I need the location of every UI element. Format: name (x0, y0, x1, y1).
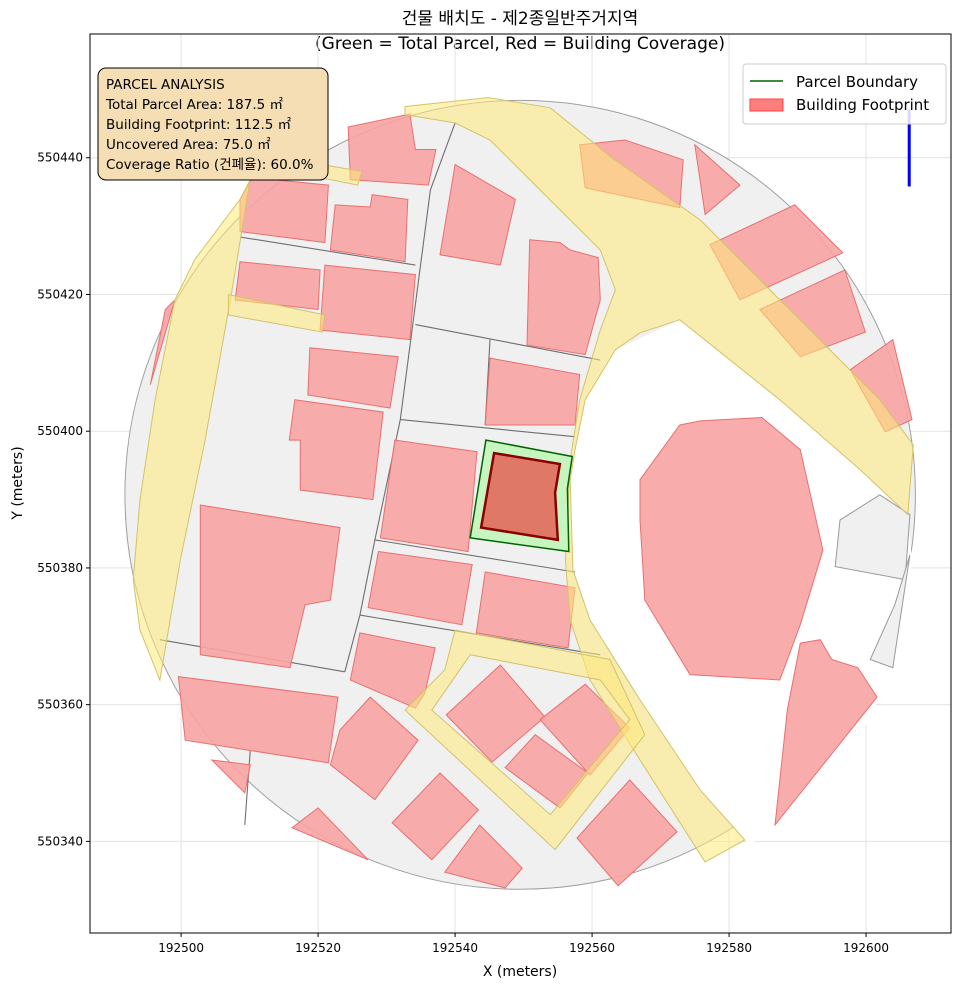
context-building (475, 571, 576, 649)
analysis-info-box: PARCEL ANALYSIS Total Parcel Area: 187.5… (97, 67, 329, 181)
y-axis-ticks: 550340 550360 550380 550400 550420 550440 (37, 151, 90, 848)
context-building (288, 399, 384, 501)
context-building (234, 261, 321, 311)
legend-building-label: Building Footprint (796, 96, 929, 114)
legend-parcel-label: Parcel Boundary (796, 73, 918, 91)
y-tick-label: 550440 (37, 151, 83, 165)
parcel-boundary-line (244, 749, 251, 826)
context-building (291, 807, 369, 861)
road (227, 293, 326, 333)
x-tick-label: 192600 (843, 941, 889, 955)
x-axis-ticks: 192500 192520 192540 192560 192580 192600 (158, 933, 889, 955)
context-building (694, 143, 741, 216)
x-axis-label: X (meters) (483, 964, 557, 980)
context-parcel (834, 494, 911, 581)
parcel-boundary-line (399, 189, 431, 420)
road (404, 97, 914, 863)
context-building (319, 264, 416, 341)
context-building (576, 779, 678, 887)
context-building (443, 824, 523, 889)
road (132, 179, 251, 682)
y-tick-label: 550360 (37, 698, 83, 712)
info-line-total-area: Total Parcel Area: 187.5 ㎡ (105, 97, 283, 113)
context-building (379, 439, 478, 553)
x-tick-label: 192540 (432, 941, 478, 955)
parcel-boundary-line (239, 236, 416, 266)
x-tick-label: 192520 (295, 941, 341, 955)
context-building (526, 239, 601, 356)
y-tick-label: 550380 (37, 561, 83, 575)
chart-subtitle: (Green = Total Parcel, Red = Building Co… (315, 34, 725, 54)
parcel-boundary-line (374, 539, 576, 573)
info-line-footprint: Building Footprint: 112.5 ㎡ (106, 117, 292, 133)
parcel-boundary-line (415, 324, 601, 361)
road (404, 629, 646, 851)
x-tick-label: 192500 (158, 941, 204, 955)
target-building (479, 451, 562, 542)
context-building (210, 759, 251, 794)
info-line-heading: PARCEL ANALYSIS (106, 77, 225, 93)
y-tick-label: 550400 (37, 424, 83, 438)
context-building (307, 347, 399, 409)
context-building (367, 550, 473, 626)
info-line-coverage: Coverage Ratio (건폐율): 60.0% (106, 157, 314, 173)
context-building (329, 696, 419, 801)
context-building (774, 639, 878, 827)
context-building (199, 504, 341, 669)
context-parcel (869, 554, 911, 669)
plot-area (124, 97, 916, 890)
info-line-uncovered: Uncovered Area: 75.0 ㎡ (106, 137, 271, 153)
legend: Parcel Boundary Building Footprint (742, 63, 947, 125)
y-axis-label: Y (meters) (10, 446, 26, 520)
axes-frame (89, 33, 952, 934)
info-box-background (97, 67, 329, 181)
context-building (439, 163, 516, 266)
legend-building-patch-swatch (749, 98, 784, 112)
y-tick-label: 550420 (37, 287, 83, 301)
context-building (639, 416, 824, 681)
context-building (149, 299, 176, 385)
x-tick-label: 192560 (569, 941, 615, 955)
context-building (484, 357, 581, 426)
parcel-boundary-line (344, 419, 401, 672)
parcel-boundary-line (429, 122, 456, 191)
y-tick-label: 550340 (37, 834, 83, 848)
legend-frame (742, 63, 947, 125)
parcel-boundary-line (400, 419, 576, 438)
context-building (329, 194, 409, 263)
x-tick-label: 192580 (706, 941, 752, 955)
chart-title: 건물 배치도 - 제2종일반주거지역 (402, 9, 638, 29)
context-building (177, 676, 339, 764)
context-building (239, 177, 329, 244)
context-building (391, 772, 480, 861)
